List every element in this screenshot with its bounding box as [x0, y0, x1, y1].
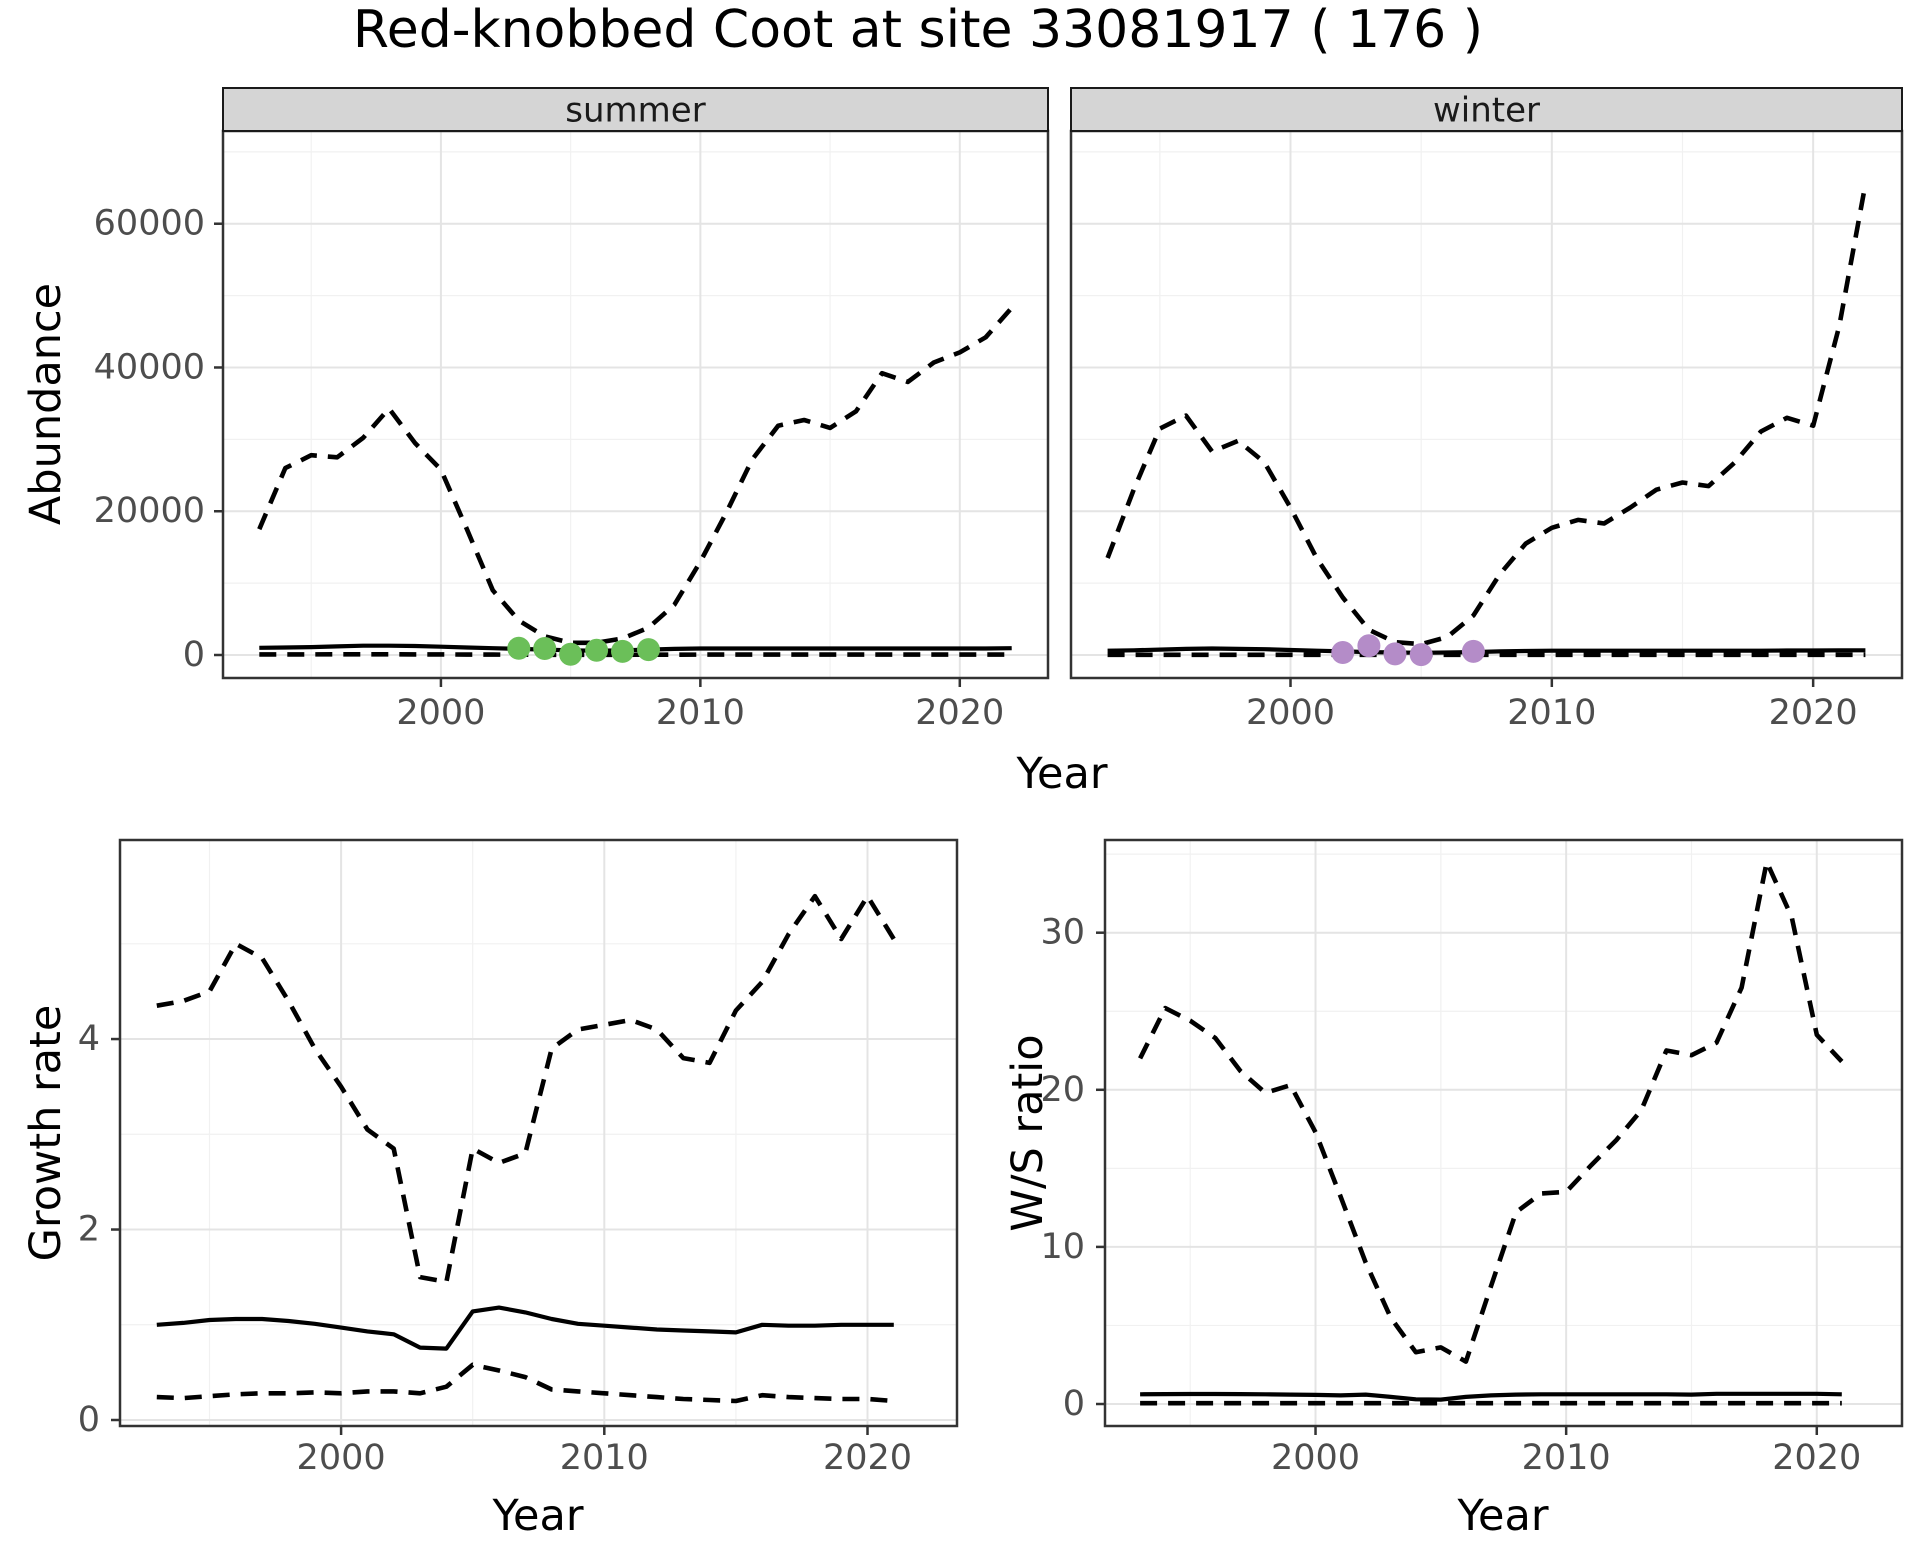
ws-ratio-panel-border [1103, 838, 1904, 1428]
abundance-winter-median_estimate-line [1107, 646, 1866, 655]
facet-strip-label: summer [565, 91, 705, 131]
abundance-summer-median_estimate-line [259, 643, 1012, 653]
x-tick-label: 2000 [297, 1438, 386, 1478]
observed-counts-summer-point [507, 636, 531, 660]
x-tick-label: 2020 [1772, 1438, 1861, 1478]
y-tick-label: 60000 [94, 204, 205, 244]
facet-y-axis-title: Abundance [21, 283, 71, 525]
chart-title: Red-knobbed Coot at site 33081917 ( 176 … [352, 0, 1484, 60]
observed-counts-summer-point [533, 637, 557, 660]
growth-rate-median_estimate-line [156, 1305, 894, 1351]
y-tick-label: 20 [1040, 1070, 1085, 1110]
observed-counts-winter-point [1461, 639, 1485, 663]
ws-ratio-panel-bg [1105, 840, 1902, 1426]
y-tick-label: 30 [1040, 913, 1085, 953]
abundance-winter-facet-strip [1070, 87, 1903, 132]
ws-ratio-median_estimate-line [1140, 1391, 1842, 1402]
y-tick-label: 10 [1040, 1227, 1085, 1267]
observed-counts-summer-point [637, 638, 660, 662]
y-tick-label: 40000 [94, 347, 205, 387]
growth-rate-y-axis-title: Growth rate [21, 1005, 71, 1262]
abundance-summer-upper_95_ci-line [257, 306, 1014, 646]
x-tick-label: 2020 [823, 1438, 912, 1478]
y-tick-label: 2 [78, 1210, 100, 1250]
y-tick-label: 0 [183, 635, 205, 675]
observed-counts-summer-point [559, 642, 583, 666]
growth-rate-panel-bg [120, 840, 957, 1426]
growth-rate-x-axis-title: Year [491, 1491, 583, 1541]
observed-counts-summer-point [611, 639, 634, 663]
y-tick-label: 0 [1063, 1384, 1085, 1424]
x-tick-label: 2010 [560, 1438, 649, 1478]
x-tick-label: 2020 [1769, 693, 1858, 733]
abundance-summer-lower_95_ci-line [259, 652, 1012, 658]
abundance-summer-panel-bg [223, 131, 1048, 678]
x-tick-label: 2010 [656, 693, 745, 733]
observed-counts-winter-point [1409, 643, 1433, 667]
growth-rate-panel-border [118, 838, 959, 1428]
x-tick-label: 2000 [1246, 693, 1335, 733]
abundance-summer-facet-strip [222, 87, 1049, 132]
facet-x-axis-title: Year [1015, 749, 1107, 799]
growth-rate-upper_95_ci-line [156, 893, 896, 1285]
abundance-winter-panel-bg [1071, 131, 1902, 678]
observed-counts-summer-point [585, 638, 609, 662]
growth-rate-lower_95_ci-line [156, 1362, 894, 1404]
y-tick-label: 0 [78, 1400, 100, 1440]
y-tick-label: 4 [78, 1019, 100, 1059]
observed-counts-winter-point [1357, 634, 1381, 658]
observed-counts-winter-point [1331, 641, 1355, 664]
x-tick-label: 2020 [915, 693, 1004, 733]
ws-ratio-y-axis-title: W/S ratio [1003, 1034, 1053, 1231]
abundance-winter-upper_95_ci-line [1105, 183, 1868, 647]
x-tick-label: 2000 [1271, 1438, 1360, 1478]
y-tick-label: 20000 [94, 491, 205, 531]
facet-strip-label: winter [1433, 91, 1540, 131]
observed-counts-winter-point [1383, 642, 1407, 666]
x-tick-label: 2010 [1507, 693, 1596, 733]
ws-ratio-x-axis-title: Year [1456, 1491, 1548, 1541]
x-tick-label: 2010 [1522, 1438, 1611, 1478]
x-tick-label: 2000 [396, 693, 485, 733]
ws-ratio-upper_95_ci-line [1138, 859, 1844, 1364]
